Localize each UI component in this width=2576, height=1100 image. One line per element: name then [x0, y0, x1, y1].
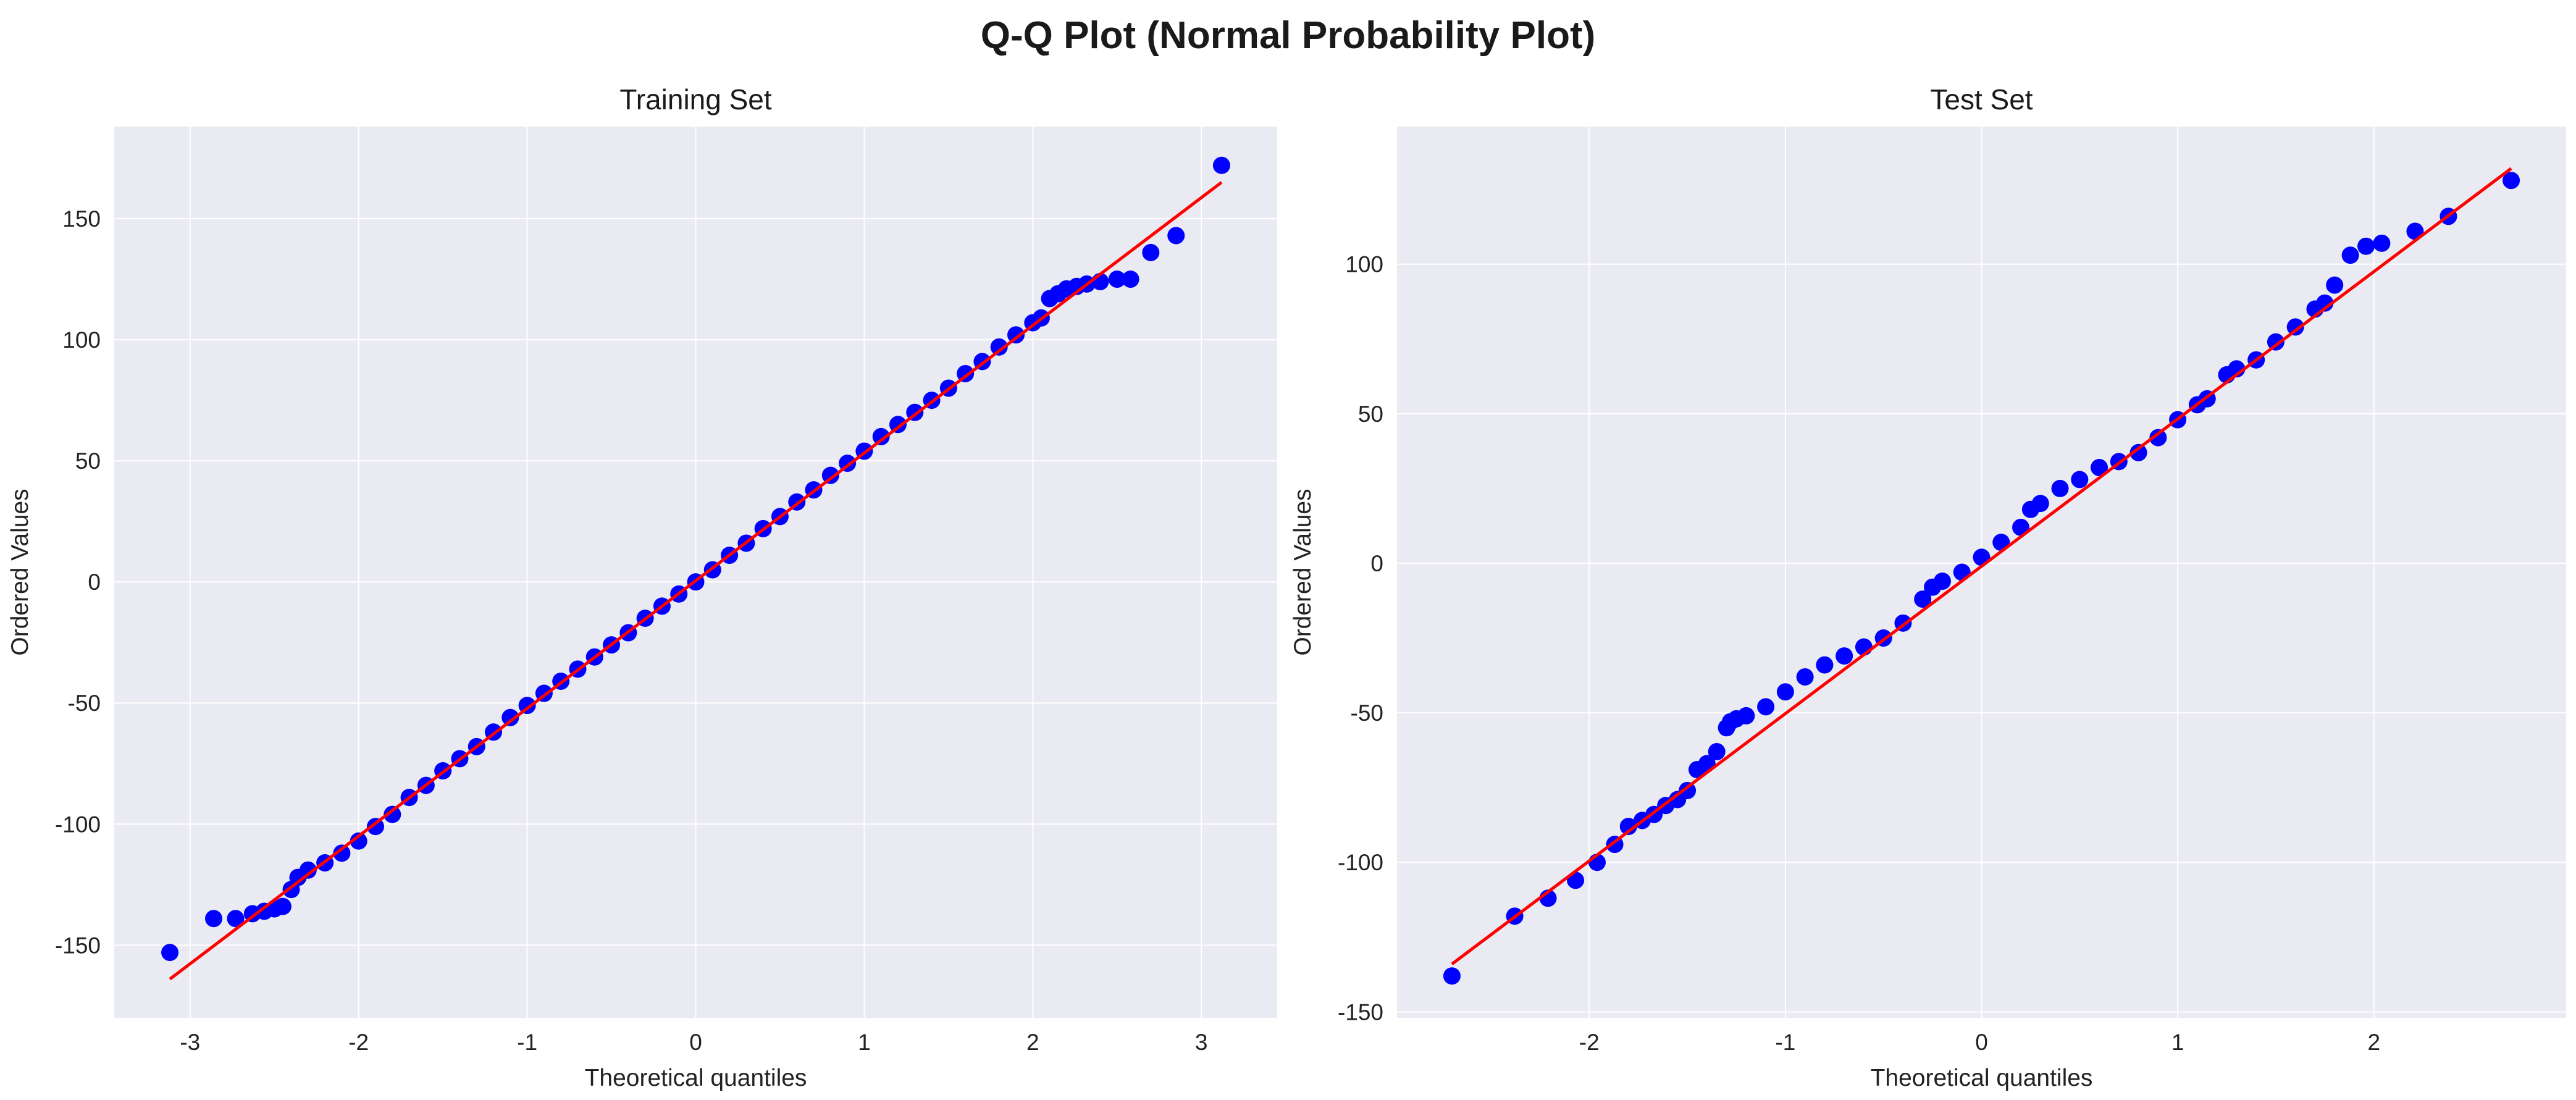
test-data-point — [2341, 246, 2359, 264]
training-data-point — [1212, 156, 1230, 174]
test-y-axis-label: Ordered Values — [1290, 489, 1316, 655]
test-x-tick-label: -1 — [1775, 1030, 1795, 1055]
test-fit-line — [1451, 167, 2512, 965]
training-x-tick-label: -3 — [180, 1030, 200, 1055]
test-x-tick-label: 2 — [2367, 1030, 2380, 1055]
training-y-tick-label: -50 — [68, 691, 101, 716]
test-data-point — [1708, 743, 1726, 761]
test-y-tick-label: -150 — [1338, 999, 1383, 1025]
training-y-tick-label: -150 — [55, 933, 101, 958]
test-data-point — [2286, 318, 2304, 336]
training-data-point — [1007, 326, 1025, 344]
training-data-point — [299, 861, 317, 879]
test-data-point — [2267, 333, 2284, 351]
training-data-point — [1142, 243, 1160, 261]
training-data-point — [1108, 271, 1126, 288]
test-data-point — [2071, 471, 2089, 489]
training-data-point — [333, 844, 351, 862]
figure-title: Q-Q Plot (Normal Probability Plot) — [980, 14, 1596, 57]
test-data-point — [2051, 479, 2069, 497]
training-fit-line — [169, 181, 1223, 981]
training-data-point — [1122, 271, 1139, 288]
training-x-tick-label: -1 — [517, 1030, 537, 1055]
test-data-point — [2326, 276, 2344, 294]
training-y-tick-label: 0 — [88, 569, 101, 595]
test-x-tick-label: -2 — [1579, 1030, 1600, 1055]
training-data-point — [161, 944, 179, 962]
training-y-tick-label: 100 — [62, 327, 101, 353]
test-x-tick-label: 1 — [2171, 1030, 2184, 1055]
test-data-point — [2503, 172, 2520, 190]
test-data-point — [1796, 668, 1814, 686]
test-data-point — [2316, 294, 2334, 312]
test-data-point — [1443, 967, 1461, 985]
training-y-axis-label: Ordered Values — [7, 489, 33, 655]
training-data-point — [366, 818, 384, 836]
test-y-tick-label: -100 — [1338, 850, 1383, 875]
training-x-axis-label: Theoretical quantiles — [585, 1065, 807, 1091]
training-data-point — [1167, 227, 1185, 245]
test-data-point — [1679, 781, 1697, 799]
training-data-point — [274, 897, 292, 915]
test-y-tick-label: 0 — [1370, 551, 1383, 576]
training-data-point — [384, 805, 401, 823]
test-data-point — [1776, 683, 1794, 701]
test-data-point — [2357, 237, 2375, 255]
training-x-tick-label: 3 — [1195, 1030, 1208, 1055]
test-data-point — [2031, 495, 2049, 513]
training-y-tick-label: 150 — [62, 206, 101, 232]
test-x-axis-label: Theoretical quantiles — [1871, 1065, 2093, 1091]
training-x-tick-label: 1 — [858, 1030, 871, 1055]
training-data-point — [990, 338, 1008, 356]
test-data-point — [2373, 234, 2391, 252]
training-data-point — [872, 427, 890, 445]
test-y-tick-label: 100 — [1345, 252, 1383, 277]
test-data-point — [1816, 656, 1834, 674]
training-x-tick-label: -2 — [348, 1030, 369, 1055]
training-data-point — [350, 832, 367, 850]
test-y-tick-label: 50 — [1358, 401, 1383, 427]
training-x-tick-label: 2 — [1026, 1030, 1039, 1055]
test-data-point — [1757, 698, 1775, 716]
test-data-point — [2091, 459, 2108, 477]
test-data-point — [1619, 818, 1637, 836]
test-data-point — [1836, 647, 1853, 665]
training-data-point — [205, 910, 223, 928]
training-x-tick-label: 0 — [689, 1030, 702, 1055]
test-data-point — [1933, 573, 1951, 590]
training-data-point — [227, 910, 245, 928]
training-y-tick-label: -100 — [55, 812, 101, 837]
training-data-point — [501, 708, 519, 726]
test-subplot-title: Test Set — [1930, 83, 2033, 115]
test-x-tick-label: 0 — [1975, 1030, 1988, 1055]
test-data-point — [1737, 707, 1755, 724]
test-y-tick-label: -50 — [1351, 700, 1383, 726]
test-data-point — [2149, 429, 2167, 447]
test-data-point — [1914, 590, 1932, 608]
training-data-point — [821, 466, 839, 484]
training-y-tick-label: 50 — [75, 448, 101, 474]
test-data-point — [2129, 443, 2147, 461]
training-subplot-title: Training Set — [619, 83, 772, 115]
